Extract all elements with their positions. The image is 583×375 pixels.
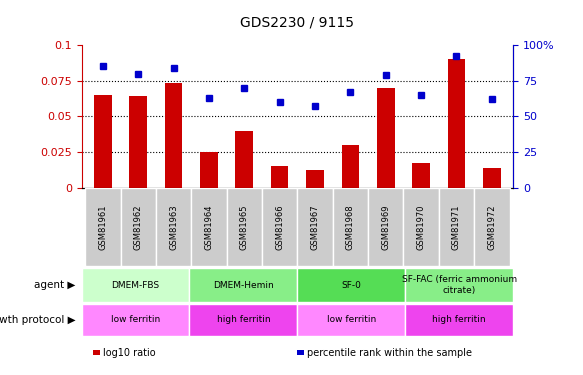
Bar (474, 188, 510, 266)
Text: GSM81963: GSM81963 (169, 204, 178, 250)
Bar (121, 188, 156, 266)
Text: GSM81964: GSM81964 (205, 204, 213, 250)
Bar (156, 188, 191, 266)
Bar (82, 268, 189, 302)
Bar (342, 145, 359, 188)
Bar (439, 188, 474, 266)
Bar (189, 304, 297, 336)
Bar (412, 163, 430, 188)
Text: GSM81971: GSM81971 (452, 204, 461, 250)
Text: DMEM-FBS: DMEM-FBS (111, 280, 160, 290)
Text: GSM81965: GSM81965 (240, 204, 249, 250)
Bar (377, 88, 395, 188)
Text: low ferritin: low ferritin (326, 315, 376, 324)
Bar (297, 268, 405, 302)
Bar (189, 268, 297, 302)
Text: high ferritin: high ferritin (433, 315, 486, 324)
Text: DMEM-Hemin: DMEM-Hemin (213, 280, 274, 290)
Bar (483, 168, 501, 188)
Bar (306, 170, 324, 188)
Bar (448, 59, 465, 188)
Bar (200, 152, 218, 188)
Text: GDS2230 / 9115: GDS2230 / 9115 (240, 15, 354, 29)
Text: percentile rank within the sample: percentile rank within the sample (307, 348, 472, 357)
Bar (297, 304, 405, 336)
Bar (227, 188, 262, 266)
Bar (165, 84, 182, 188)
Text: agent ▶: agent ▶ (34, 280, 76, 290)
Text: GSM81968: GSM81968 (346, 204, 355, 250)
Bar (403, 188, 439, 266)
Bar (94, 95, 112, 188)
Bar (297, 188, 333, 266)
Bar (333, 188, 368, 266)
Text: growth protocol ▶: growth protocol ▶ (0, 315, 76, 325)
Text: GSM81967: GSM81967 (311, 204, 319, 250)
Text: log10 ratio: log10 ratio (103, 348, 156, 357)
Bar (85, 188, 121, 266)
Bar (262, 188, 297, 266)
Text: GSM81970: GSM81970 (417, 204, 426, 250)
Text: GSM81972: GSM81972 (487, 204, 496, 250)
Bar (129, 96, 147, 188)
Bar (82, 304, 189, 336)
Bar (236, 130, 253, 188)
Text: SF-0: SF-0 (341, 280, 361, 290)
Bar (368, 188, 403, 266)
Text: SF-FAC (ferric ammonium
citrate): SF-FAC (ferric ammonium citrate) (402, 275, 517, 295)
Text: GSM81966: GSM81966 (275, 204, 284, 250)
Text: GSM81962: GSM81962 (134, 204, 143, 250)
Bar (191, 188, 227, 266)
Bar (271, 166, 289, 188)
Bar (405, 304, 513, 336)
Text: GSM81961: GSM81961 (99, 204, 107, 250)
Text: GSM81969: GSM81969 (381, 204, 390, 250)
Text: high ferritin: high ferritin (217, 315, 270, 324)
Bar (405, 268, 513, 302)
Text: low ferritin: low ferritin (111, 315, 160, 324)
